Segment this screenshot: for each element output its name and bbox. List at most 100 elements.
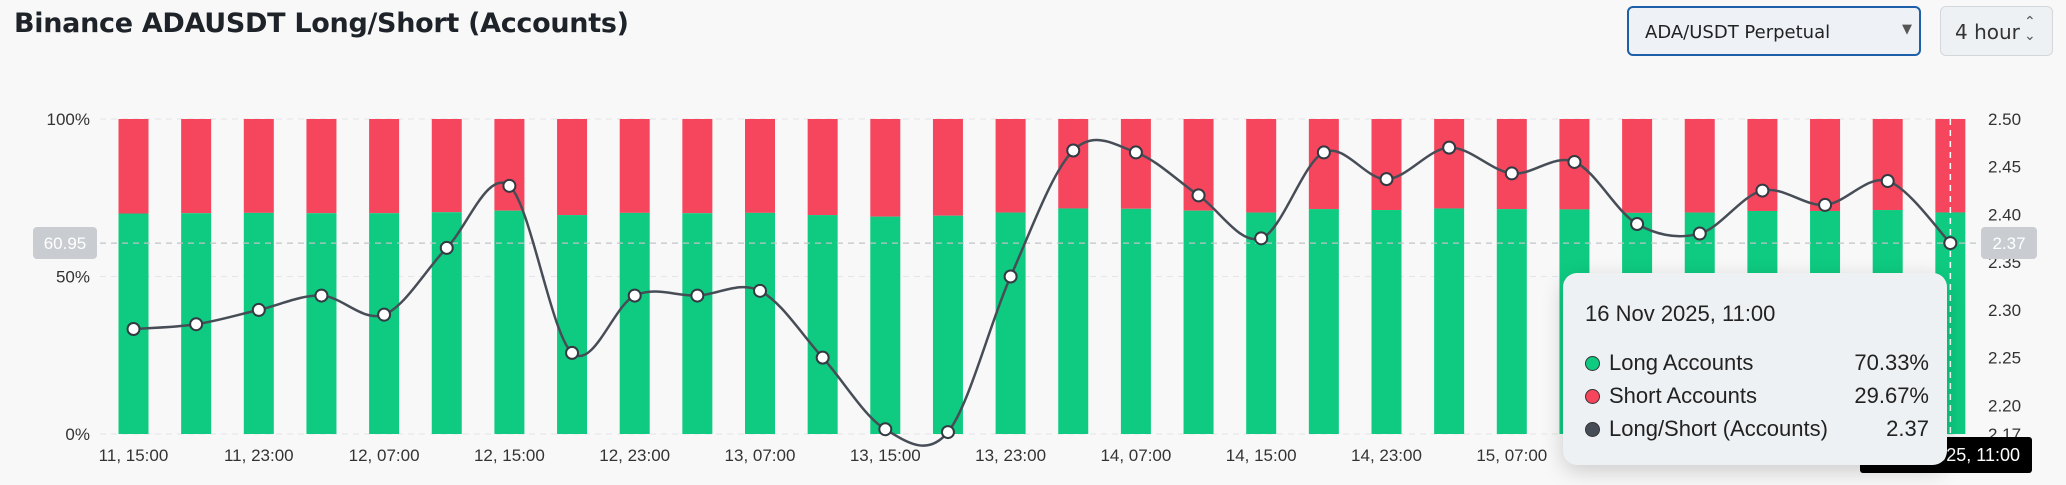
short-bar bbox=[494, 119, 525, 211]
ratio-point bbox=[1316, 145, 1331, 160]
short-bar bbox=[1622, 119, 1653, 213]
ratio-point bbox=[815, 350, 830, 365]
short-bar bbox=[682, 119, 713, 214]
short-bar bbox=[1371, 119, 1402, 211]
left-axis-tick: 0% bbox=[65, 425, 90, 444]
ratio-point bbox=[1567, 154, 1582, 169]
interval-select-value: 4 hour bbox=[1955, 20, 2020, 44]
tooltip-label: Long/Short (Accounts) bbox=[1609, 416, 1828, 441]
ratio-point bbox=[1128, 145, 1143, 160]
ratio-point bbox=[1191, 188, 1206, 203]
x-axis-tick: 14, 07:00 bbox=[1100, 446, 1171, 465]
ratio-point bbox=[753, 283, 767, 298]
x-axis-tick: 15, 07:00 bbox=[1476, 446, 1547, 465]
right-axis-tick: 2.45 bbox=[1988, 158, 2021, 177]
long-bar bbox=[682, 213, 713, 434]
ratio-point bbox=[1880, 174, 1895, 189]
short-bar bbox=[243, 119, 274, 213]
short-bar bbox=[1810, 119, 1841, 211]
crosshair-right-value: 2.37 bbox=[1981, 227, 2037, 259]
ratio-point bbox=[565, 345, 580, 360]
long-bar bbox=[1496, 209, 1527, 434]
left-axis-tick: 50% bbox=[56, 268, 90, 287]
long-bar bbox=[932, 215, 963, 434]
long-bar bbox=[243, 212, 274, 434]
long-bar bbox=[369, 213, 400, 434]
short-bar bbox=[745, 119, 775, 213]
long-bar bbox=[494, 210, 525, 434]
tooltip: 16 Nov 2025, 11:00 Long Accounts 70.33% … bbox=[1563, 273, 1947, 465]
ratio-point bbox=[1692, 226, 1707, 241]
long-bar bbox=[1371, 210, 1402, 434]
ratio-point bbox=[1379, 172, 1394, 187]
ratio-point bbox=[1254, 231, 1269, 246]
long-bar bbox=[1434, 208, 1465, 434]
crosshair-left-value: 60.95 bbox=[33, 227, 97, 259]
short-bar bbox=[181, 119, 212, 214]
short-bar bbox=[870, 119, 901, 217]
x-axis-tick: 12, 23:00 bbox=[599, 446, 670, 465]
x-axis-tick: 11, 23:00 bbox=[224, 446, 294, 465]
short-bar bbox=[1872, 119, 1903, 211]
short-bar bbox=[995, 119, 1026, 213]
long-bar bbox=[1308, 209, 1339, 434]
ratio-point bbox=[1504, 166, 1519, 181]
right-axis-tick: 2.30 bbox=[1988, 301, 2021, 320]
short-bar bbox=[932, 119, 963, 216]
tooltip-value: 29.67% bbox=[1854, 383, 1929, 408]
tooltip-row-long: Long Accounts 70.33% bbox=[1585, 350, 1929, 378]
interval-select[interactable]: 4 hour ⌃ ⌄ bbox=[1940, 6, 2053, 56]
short-dot-icon bbox=[1585, 389, 1600, 404]
ratio-point bbox=[1818, 197, 1833, 212]
ratio-point bbox=[314, 288, 329, 303]
long-dot-icon bbox=[1585, 356, 1600, 371]
x-axis-tick: 13, 15:00 bbox=[850, 446, 921, 465]
long-bar bbox=[557, 215, 588, 434]
ratio-point bbox=[1066, 143, 1081, 158]
long-bar bbox=[807, 215, 838, 434]
right-axis-tick: 2.50 bbox=[1988, 110, 2021, 129]
long-bar bbox=[1246, 212, 1277, 434]
long-bar bbox=[995, 212, 1026, 434]
ratio-point bbox=[126, 322, 141, 336]
tooltip-value: 2.37 bbox=[1886, 416, 1929, 441]
symbol-select[interactable]: ADA/USDT Perpetual ▼ bbox=[1627, 6, 1921, 56]
short-bar bbox=[1246, 119, 1277, 213]
ratio-point bbox=[940, 425, 955, 440]
long-bar bbox=[619, 212, 650, 434]
short-bar bbox=[369, 119, 400, 214]
long-bar bbox=[745, 212, 775, 434]
ratio-point bbox=[377, 307, 392, 322]
short-bar bbox=[557, 119, 588, 216]
long-bar bbox=[1120, 208, 1151, 434]
ratio-point bbox=[189, 317, 204, 332]
short-bar bbox=[118, 119, 149, 214]
tooltip-row-short: Short Accounts 29.67% bbox=[1585, 383, 1929, 411]
ratio-point bbox=[690, 288, 705, 303]
ratio-point bbox=[439, 240, 454, 255]
tooltip-date: 16 Nov 2025, 11:00 bbox=[1585, 301, 1776, 326]
tooltip-label: Long Accounts bbox=[1609, 350, 1754, 375]
ratio-point bbox=[627, 288, 642, 303]
long-bar bbox=[1058, 208, 1089, 434]
ratio-point bbox=[878, 422, 893, 437]
short-bar bbox=[1684, 119, 1715, 213]
short-bar bbox=[1120, 119, 1151, 209]
x-axis-tick: 14, 23:00 bbox=[1351, 446, 1422, 465]
long-bar bbox=[870, 216, 901, 434]
short-bar bbox=[619, 119, 650, 213]
ratio-point bbox=[251, 302, 266, 317]
up-down-chevron-icon: ⌃ ⌄ bbox=[2024, 14, 2036, 44]
short-bar bbox=[1308, 119, 1339, 210]
x-axis-tick: 13, 07:00 bbox=[725, 446, 796, 465]
short-bar bbox=[306, 119, 337, 214]
short-bar bbox=[431, 119, 462, 213]
left-axis-tick: 100% bbox=[47, 110, 90, 129]
x-axis-tick: 11, 15:00 bbox=[99, 446, 169, 465]
symbol-select-value: ADA/USDT Perpetual bbox=[1645, 22, 1831, 43]
tooltip-label: Short Accounts bbox=[1609, 383, 1757, 408]
ratio-point bbox=[1943, 236, 1958, 251]
right-axis-tick: 2.25 bbox=[1988, 349, 2021, 368]
x-axis-tick: 14, 15:00 bbox=[1226, 446, 1297, 465]
